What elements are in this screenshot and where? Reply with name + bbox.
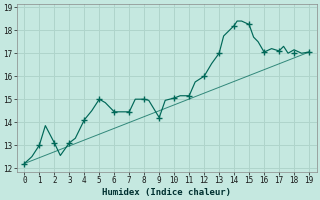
X-axis label: Humidex (Indice chaleur): Humidex (Indice chaleur) [102, 188, 231, 197]
